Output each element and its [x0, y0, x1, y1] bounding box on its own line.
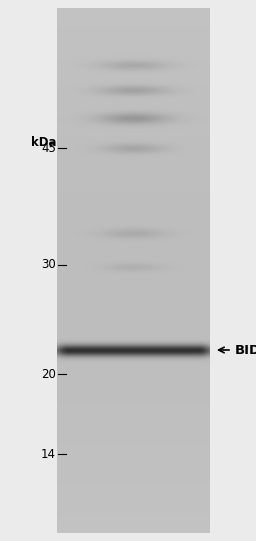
Text: kDa: kDa	[30, 136, 56, 149]
Text: BID: BID	[235, 344, 256, 357]
Text: 30: 30	[41, 259, 56, 272]
Text: 20: 20	[41, 367, 56, 380]
Text: 45: 45	[41, 142, 56, 155]
Text: 14: 14	[41, 447, 56, 460]
